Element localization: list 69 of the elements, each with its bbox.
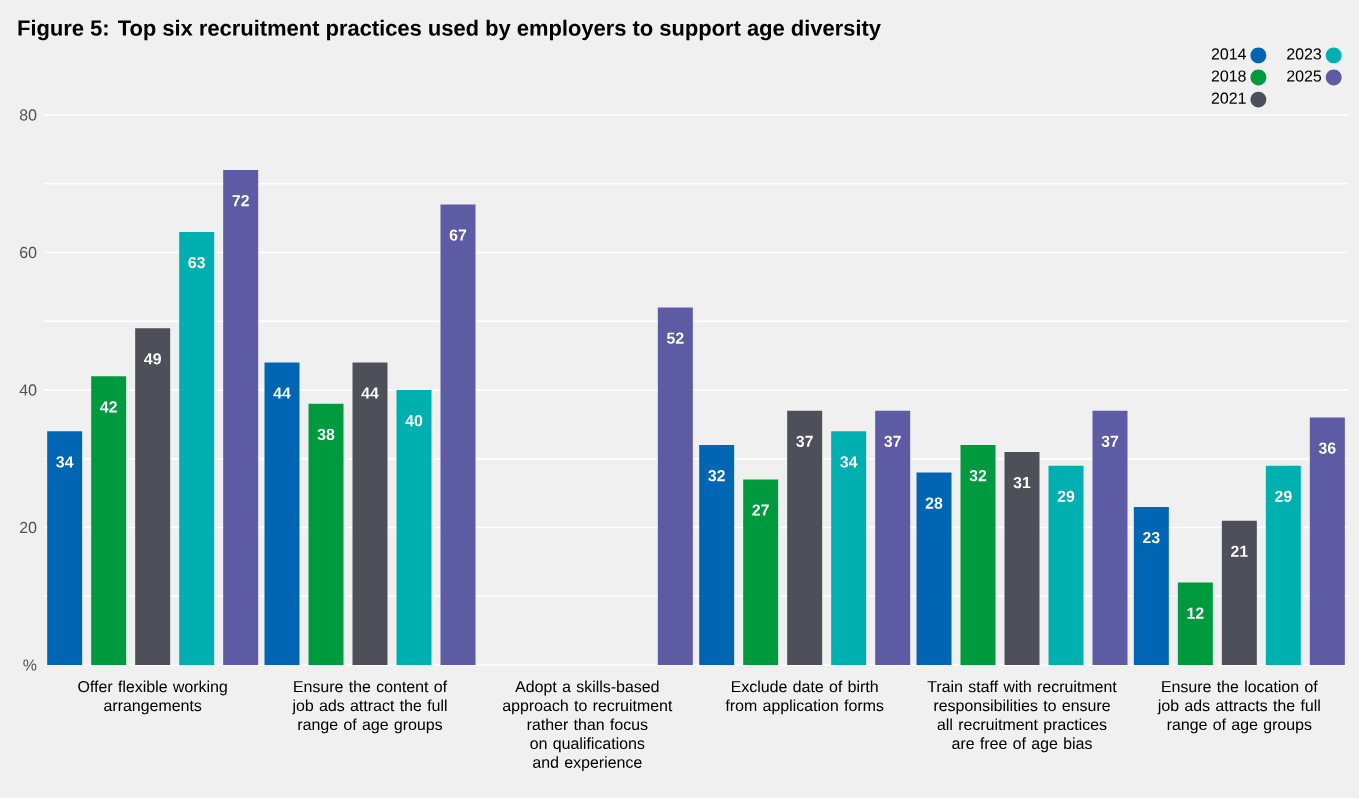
data-label: 23: [1143, 531, 1160, 544]
data-label: 67: [449, 229, 467, 241]
bar: [47, 431, 83, 665]
bar: [787, 410, 823, 665]
bar: [1133, 506, 1169, 665]
bar: [135, 328, 171, 665]
data-label: 21: [1231, 545, 1248, 557]
legend-label: 2025: [1287, 70, 1322, 82]
chart-title: Figure 5: Top six recruitment practices used by employers to support age diversity: [18, 19, 881, 41]
legend-label: 2023: [1287, 48, 1322, 60]
y-tick-label: %: [23, 659, 37, 671]
data-label: 27: [752, 504, 769, 516]
bar: [916, 472, 952, 665]
data-label: 32: [708, 470, 725, 482]
bar: [179, 231, 215, 665]
data-label: 29: [1057, 490, 1075, 502]
y-tick-label: 40: [19, 384, 37, 396]
legend-label: 2014: [1211, 48, 1246, 60]
bar: [1309, 417, 1345, 665]
data-label: 37: [796, 435, 813, 447]
x-tick-label: Ensure the location of job ads attracts the full range of age groups: [1157, 680, 1320, 734]
data-label: 42: [100, 401, 117, 413]
data-label: 29: [1275, 490, 1292, 502]
bar: [1221, 520, 1257, 665]
bar: [1004, 451, 1040, 665]
data-label: 49: [144, 353, 161, 365]
x-tick-label: Offer flexible working arrangements: [78, 680, 227, 715]
bar: [396, 390, 432, 665]
data-label: 38: [317, 428, 335, 441]
data-label: 34: [56, 456, 74, 468]
data-label: 44: [361, 387, 379, 399]
bar: [440, 204, 476, 665]
data-label: 37: [1101, 435, 1119, 447]
data-label: 36: [1318, 442, 1336, 454]
legend-label: 2021: [1211, 92, 1246, 104]
data-label: 44: [273, 387, 291, 399]
y-tick-label: 60: [20, 246, 37, 259]
data-label: 28: [925, 497, 943, 509]
bar: [264, 362, 300, 665]
y-tick-label: 80: [19, 109, 37, 121]
bar: [352, 362, 388, 665]
data-label: 12: [1187, 607, 1204, 619]
bar: [1048, 465, 1084, 665]
bar: [875, 410, 911, 665]
bar: [1092, 410, 1128, 665]
bar: [960, 445, 996, 665]
bar: [699, 445, 735, 665]
x-tick-label: Exclude date of birth from application forms: [725, 680, 884, 715]
data-label: 31: [1013, 476, 1031, 489]
data-label: 37: [884, 435, 901, 447]
data-label: 52: [666, 332, 684, 344]
bar: [743, 479, 779, 665]
legend-label: 2018: [1211, 70, 1246, 82]
data-label: 72: [232, 195, 249, 207]
bar: [91, 376, 127, 665]
x-tick-label: Ensure the content of job ads attract the full range of age groups: [292, 680, 448, 734]
x-tick-label: Train staff with recruitment responsibilities to ensure all recruitment practices are free of age bias: [927, 680, 1117, 753]
bar: [657, 307, 693, 665]
x-tick-label: Adopt a skills-based approach to recruitment rather than focus on qualifications and experience: [502, 680, 673, 772]
data-label: 63: [188, 256, 205, 269]
data-label: 32: [969, 470, 987, 482]
bar: [831, 431, 867, 665]
data-label: 34: [840, 456, 858, 468]
bar: [1265, 465, 1301, 665]
bar: [1177, 582, 1213, 665]
bar: [308, 403, 344, 665]
y-tick-label: 20: [20, 521, 37, 534]
data-label: 40: [405, 415, 423, 427]
bar: [223, 170, 259, 665]
